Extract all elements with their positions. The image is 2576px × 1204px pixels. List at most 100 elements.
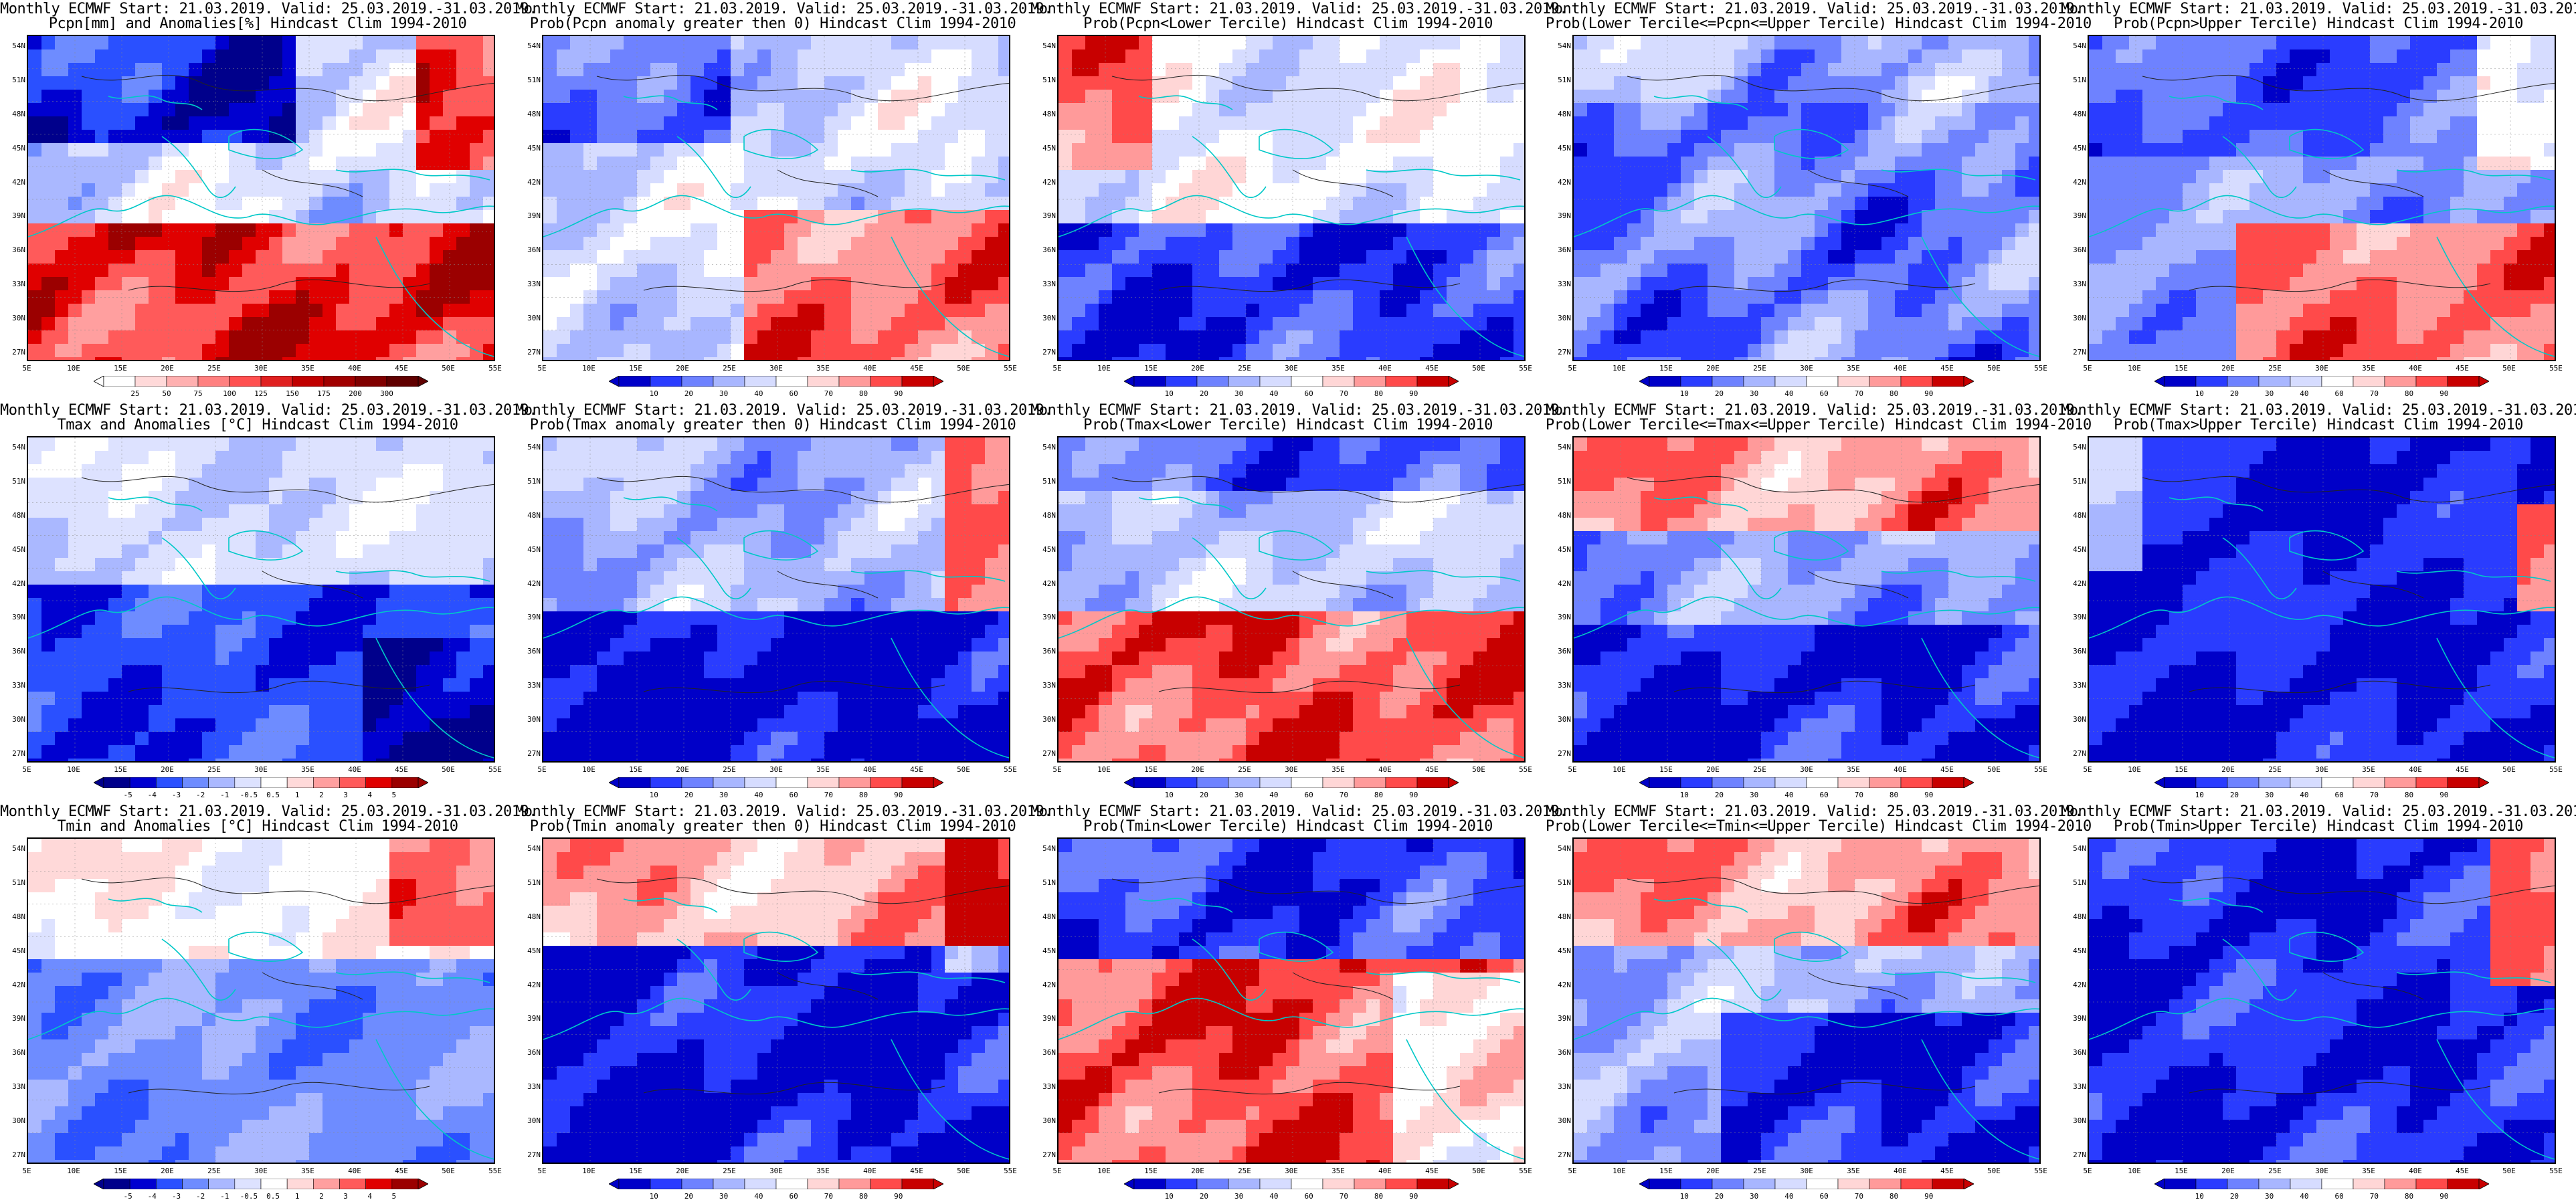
longitude-label: 35E bbox=[816, 364, 830, 373]
contour-line bbox=[1292, 169, 1394, 197]
coastline bbox=[1406, 637, 1524, 759]
longitude-label: 45E bbox=[395, 364, 408, 373]
latitude-label: 36N bbox=[1558, 647, 1571, 656]
longitude-label: 50E bbox=[442, 765, 455, 774]
coastline bbox=[1707, 537, 1782, 599]
latitude-label: 27N bbox=[2073, 1150, 2086, 1159]
colorbar bbox=[93, 1178, 429, 1190]
longitude-label: 50E bbox=[1987, 765, 2001, 774]
colorbar-tick-label: -3 bbox=[171, 1192, 181, 1201]
latitude-label: 42N bbox=[1042, 980, 1056, 989]
longitude-label: 15E bbox=[2175, 1167, 2188, 1175]
coastline bbox=[850, 169, 1006, 181]
map-area bbox=[2088, 436, 2556, 763]
latitude-label: 54N bbox=[2073, 443, 2086, 452]
longitude-label: 10E bbox=[582, 765, 595, 774]
contour-line bbox=[1111, 877, 1524, 904]
colorbar-tick-label: 20 bbox=[1714, 791, 1724, 799]
longitude-label: 30E bbox=[769, 765, 783, 774]
latitude-label: 45N bbox=[2073, 946, 2086, 955]
latitude-label: 48N bbox=[1558, 109, 1571, 118]
coastline bbox=[1138, 898, 1233, 913]
latitude-label: 48N bbox=[527, 109, 541, 118]
longitude-label: 5E bbox=[1052, 1167, 1062, 1175]
longitude-label: 20E bbox=[161, 364, 174, 373]
contour-line bbox=[1673, 1082, 1976, 1095]
colorbar-tick-label: -4 bbox=[147, 791, 157, 799]
longitude-label: 50E bbox=[957, 1167, 970, 1175]
colorbar-tick-label: 40 bbox=[754, 791, 763, 799]
colorbar-tick-label: 200 bbox=[349, 389, 362, 398]
colorbar-tick-label: 80 bbox=[1374, 1192, 1384, 1201]
panel-title: Prob(Tmin>Upper Tercile) Hindcast Clim 1… bbox=[2114, 818, 2523, 835]
coastline bbox=[2169, 496, 2264, 512]
coastline bbox=[1366, 169, 1521, 181]
latitude-label: 36N bbox=[12, 647, 25, 656]
latitude-label: 48N bbox=[2073, 510, 2086, 520]
longitude-label: 40E bbox=[1894, 364, 1907, 373]
longitude-label: 5E bbox=[537, 364, 547, 373]
coastline bbox=[743, 931, 819, 962]
colorbar-tick-label: 20 bbox=[2229, 1192, 2239, 1201]
longitude-label: 35E bbox=[301, 1167, 314, 1175]
longitude-label: 45E bbox=[2456, 765, 2469, 774]
colorbar-tick-label: 30 bbox=[2265, 791, 2274, 799]
longitude-label: 5E bbox=[1052, 765, 1062, 774]
longitude-label: 45E bbox=[1940, 765, 1954, 774]
map-area bbox=[27, 35, 495, 361]
colorbar-tick-label: -5 bbox=[123, 791, 132, 799]
colorbar-tick-label: 30 bbox=[1234, 389, 1244, 398]
longitude-label: 10E bbox=[1613, 765, 1626, 774]
longitude-label: 35E bbox=[1331, 765, 1345, 774]
colorbar-tick-label: -2 bbox=[195, 1192, 205, 1201]
latitude-label: 51N bbox=[1558, 75, 1571, 84]
latitude-label: 51N bbox=[1042, 476, 1056, 486]
colorbar-tick-label: 2 bbox=[319, 1192, 324, 1201]
colorbar-tick-label: 40 bbox=[1269, 1192, 1279, 1201]
longitude-label: 15E bbox=[114, 364, 127, 373]
colorbar-tick-label: 10 bbox=[2195, 1192, 2204, 1201]
longitude-label: 55E bbox=[1519, 1167, 1532, 1175]
longitude-label: 30E bbox=[2315, 364, 2328, 373]
colorbar-tick-label: 10 bbox=[2195, 791, 2204, 799]
longitude-label: 5E bbox=[1568, 364, 1577, 373]
longitude-label: 35E bbox=[1331, 364, 1345, 373]
coastline bbox=[2169, 898, 2264, 913]
longitude-label: 30E bbox=[254, 1167, 268, 1175]
coastline bbox=[335, 971, 490, 983]
longitude-label: 35E bbox=[301, 364, 314, 373]
map-panel: Monthly ECMWF Start: 21.03.2019. Valid: … bbox=[0, 0, 537, 401]
coastline bbox=[1366, 971, 1521, 983]
panel-title-header: Monthly ECMWF Start: 21.03.2019. Valid: … bbox=[515, 803, 1052, 820]
latitude-label: 33N bbox=[1558, 280, 1571, 289]
latitude-label: 36N bbox=[2073, 245, 2086, 255]
colorbar bbox=[1123, 777, 1459, 789]
coastline bbox=[850, 570, 1006, 582]
colorbar-tick-label: 80 bbox=[858, 1192, 868, 1201]
latitude-label: 42N bbox=[527, 579, 541, 588]
forecast-field-map bbox=[1059, 437, 1524, 761]
longitude-label: 45E bbox=[395, 765, 408, 774]
longitude-label: 45E bbox=[1425, 765, 1439, 774]
colorbar-tick-label: 20 bbox=[1199, 791, 1209, 799]
contour-line bbox=[596, 877, 1009, 904]
colorbar-tick-label: 60 bbox=[1304, 1192, 1313, 1201]
longitude-label: 50E bbox=[1987, 1167, 2001, 1175]
forecast-field-map bbox=[1059, 839, 1524, 1163]
forecast-field-map bbox=[2089, 36, 2555, 360]
longitude-label: 30E bbox=[254, 364, 268, 373]
coastline bbox=[2169, 95, 2264, 110]
coastline bbox=[743, 128, 819, 159]
longitude-label: 25E bbox=[207, 364, 221, 373]
latitude-label: 42N bbox=[1558, 177, 1571, 187]
colorbar-tick-label: 60 bbox=[2334, 1192, 2344, 1201]
longitude-label: 15E bbox=[2175, 765, 2188, 774]
longitude-label: 40E bbox=[2409, 1167, 2422, 1175]
contour-line bbox=[81, 74, 494, 102]
coastline bbox=[743, 530, 819, 561]
longitude-label: 40E bbox=[1894, 1167, 1907, 1175]
colorbar-tick-label: 20 bbox=[2229, 791, 2239, 799]
contour-line bbox=[2322, 169, 2424, 197]
latitude-label: 48N bbox=[1042, 109, 1056, 118]
coastline bbox=[2289, 530, 2365, 561]
